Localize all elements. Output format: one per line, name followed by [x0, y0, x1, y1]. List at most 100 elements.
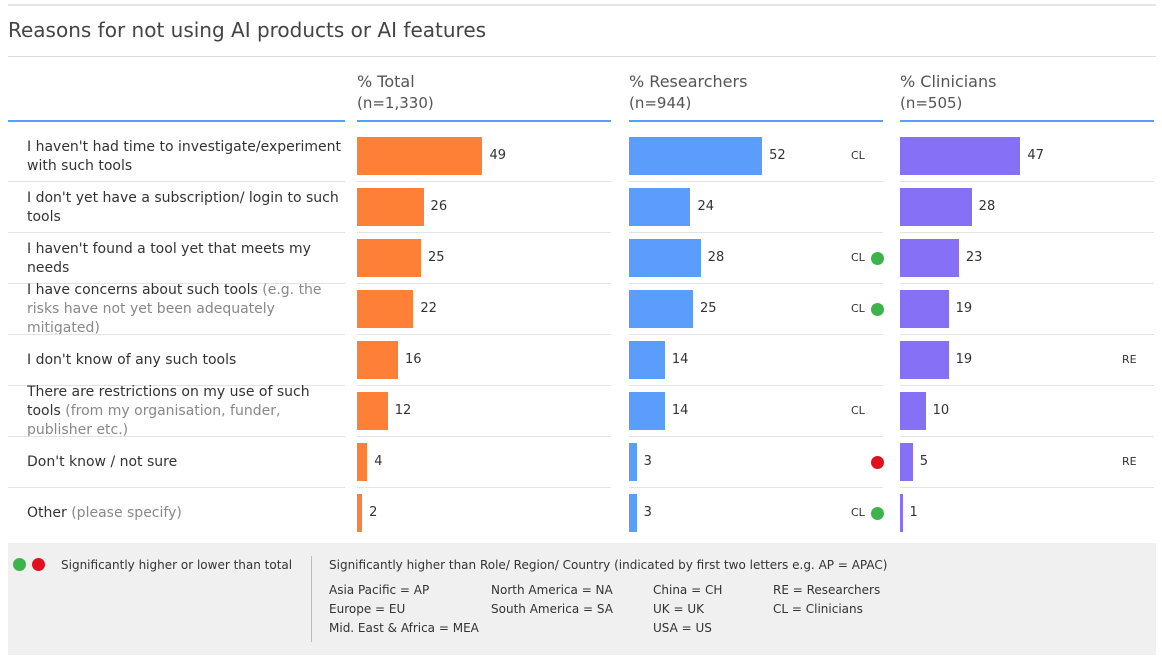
value-label: 16	[404, 352, 422, 367]
significance-dot	[871, 507, 884, 520]
row-label: I have concerns about such tools (e.g. t…	[27, 282, 342, 336]
row-rule	[8, 334, 345, 335]
value-label: 25	[700, 301, 717, 316]
flag-label: RE	[1122, 353, 1137, 366]
bar	[357, 392, 388, 430]
row-label-main: There are restrictions on my use of such…	[27, 384, 310, 419]
value-label: 28	[707, 250, 725, 265]
value-label: 19	[955, 352, 973, 367]
row-label: I haven't had time to investigate/experi…	[27, 131, 342, 182]
row-label-note: (from my organisation, funder, publisher…	[27, 403, 281, 438]
bar	[900, 494, 903, 532]
significance-dot	[871, 252, 884, 265]
key-item: Asia Pacific = AP	[329, 583, 430, 597]
value-label: 10	[932, 403, 950, 418]
key-item: UK = UK	[653, 602, 704, 616]
row-label: Other (please specify)	[27, 488, 342, 539]
bar	[900, 239, 959, 277]
flag-label: CL	[851, 149, 865, 162]
row-rule	[357, 487, 611, 488]
significance-dot	[871, 456, 884, 469]
column-sample: (n=944)	[629, 94, 692, 112]
bar	[357, 137, 483, 175]
row-rule	[357, 385, 611, 386]
value-label: 28	[978, 199, 996, 214]
row-label-main: Don't know / not sure	[27, 454, 178, 470]
key-item: USA = US	[653, 621, 712, 635]
value-label: 52	[769, 148, 786, 163]
legend-divider	[311, 556, 312, 642]
bar	[900, 443, 913, 481]
value-label: 19	[955, 301, 973, 316]
row-rule	[629, 181, 883, 182]
header-rule	[629, 120, 883, 122]
column-sample: (n=1,330)	[357, 94, 434, 112]
row-label-main: I don't know of any such tools	[27, 352, 237, 368]
flag-label: CL	[851, 251, 865, 264]
row-rule	[900, 283, 1154, 284]
value-label: 12	[394, 403, 412, 418]
bar	[629, 188, 691, 226]
row-rule	[8, 385, 345, 386]
value-label: 47	[1027, 148, 1044, 163]
bar	[629, 137, 763, 175]
row-rule	[629, 283, 883, 284]
row-rule	[8, 181, 345, 182]
bar	[629, 494, 637, 532]
bar	[357, 443, 368, 481]
value-label: 3	[643, 505, 652, 520]
value-label: 14	[671, 403, 689, 418]
row-rule	[8, 487, 345, 488]
row-label-note: (please specify)	[71, 505, 182, 521]
bar	[357, 341, 398, 379]
row-label: I don't yet have a subscription/ login t…	[27, 182, 342, 233]
row-rule	[8, 436, 345, 437]
row-label-main: Other	[27, 505, 67, 521]
bar	[357, 188, 424, 226]
row-rule	[357, 232, 611, 233]
row-label-main: I haven't had time to investigate/experi…	[27, 138, 341, 174]
value-label: 5	[919, 454, 929, 469]
header-rule	[900, 120, 1154, 122]
value-label: 1	[909, 505, 918, 520]
row-label-text: I haven't had time to investigate/experi…	[27, 138, 342, 176]
value-label: 24	[697, 199, 714, 214]
value-label: 2	[369, 505, 378, 520]
row-label-main: I haven't found a tool yet that meets my…	[27, 240, 311, 276]
column-header: % Clinicians	[900, 72, 997, 91]
value-label: 23	[965, 250, 983, 265]
value-label: 14	[671, 352, 689, 367]
row-label-main: I have concerns about such tools	[27, 282, 258, 298]
row-rule	[900, 436, 1154, 437]
row-rule	[357, 334, 611, 335]
row-rule	[629, 385, 883, 386]
bar	[900, 290, 949, 328]
value-label: 3	[643, 454, 652, 469]
row-label-text: I don't know of any such tools	[27, 351, 236, 370]
key-title: Significantly higher than Role/ Region/ …	[329, 558, 888, 572]
row-label-main: I don't yet have a subscription/ login t…	[27, 189, 339, 225]
row-label-text: I don't yet have a subscription/ login t…	[27, 189, 342, 227]
flag-label: CL	[851, 404, 865, 417]
header-rule	[357, 120, 611, 122]
row-label-text: Don't know / not sure	[27, 453, 177, 472]
legend-text: Significantly higher or lower than total	[61, 558, 293, 572]
flag-label: CL	[851, 506, 865, 519]
bar	[357, 494, 363, 532]
row-label: I haven't found a tool yet that meets my…	[27, 233, 342, 284]
value-label: 26	[430, 199, 448, 214]
bar	[900, 137, 1021, 175]
row-rule	[629, 232, 883, 233]
value-label: 49	[489, 148, 506, 163]
header-rule	[8, 120, 345, 122]
row-rule	[357, 436, 611, 437]
row-rule	[357, 181, 611, 182]
top-rule	[8, 4, 1156, 6]
bar	[629, 443, 637, 481]
row-rule	[900, 487, 1154, 488]
flag-label: CL	[851, 302, 865, 315]
bar	[900, 188, 972, 226]
key-item: RE = Researchers	[773, 583, 881, 597]
bar	[900, 392, 926, 430]
